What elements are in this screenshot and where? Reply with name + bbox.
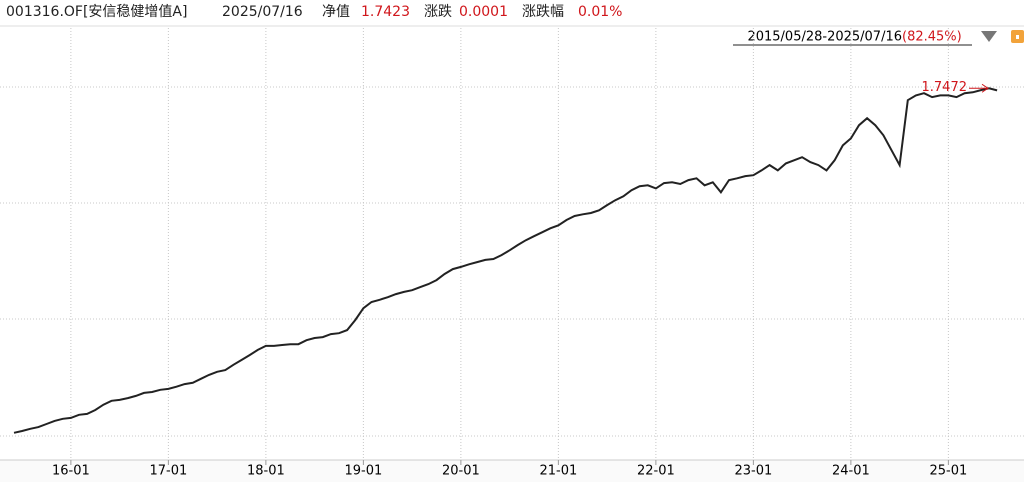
x-tick-label: 17-01 [149, 464, 187, 479]
change-label: 涨跌 [424, 4, 452, 20]
pct: 0.01% [578, 4, 622, 20]
dropdown-icon[interactable] [981, 31, 997, 42]
x-tick-label: 23-01 [734, 464, 772, 479]
x-tick-label: 20-01 [442, 464, 480, 479]
x-tick-label: 21-01 [539, 464, 577, 479]
lock-hole [1016, 35, 1019, 39]
fund-code: 001316.OF[安信稳健增值A] [6, 4, 187, 20]
range[interactable]: 2015/05/28-2025/07/16 [747, 30, 902, 45]
pct-label: 涨跌幅 [522, 4, 564, 20]
max-label: 1.7472 [922, 80, 968, 95]
x-tick-label: 19-01 [344, 464, 382, 479]
x-axis-band [0, 460, 1024, 482]
max-arrow-head [981, 83, 989, 93]
date: 2025/07/16 [222, 4, 303, 20]
x-tick-label: 22-01 [637, 464, 675, 479]
x-tick-label: 16-01 [52, 464, 90, 479]
x-tick-label: 24-01 [832, 464, 870, 479]
nav: 1.7423 [361, 4, 410, 20]
x-tick-label: 25-01 [929, 464, 967, 479]
x-tick-label: 18-01 [247, 464, 285, 479]
nav-label: 净值 [322, 4, 350, 20]
nav-line [13, 87, 998, 434]
range-change[interactable]: (82.45%) [902, 30, 962, 45]
change: 0.0001 [459, 4, 508, 20]
